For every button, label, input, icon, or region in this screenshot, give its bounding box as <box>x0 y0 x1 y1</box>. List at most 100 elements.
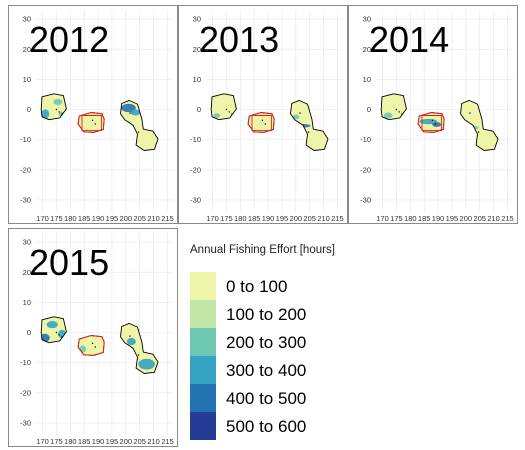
y-tick-label: -20 <box>190 165 201 174</box>
island-dot <box>265 123 266 124</box>
x-tick-label: 180 <box>64 214 77 223</box>
island-dot <box>138 354 139 355</box>
map-panel-2015: 30 20 10 0 -10 -20 -30 170 175 180 185 190 195 200 205… <box>8 228 178 447</box>
island-dot <box>56 332 57 333</box>
legend-label: 0 to 100 <box>226 277 287 297</box>
x-tick-label: 200 <box>290 214 303 223</box>
island-dot <box>469 112 470 113</box>
x-tick-label: 210 <box>147 437 160 446</box>
effort-hotspot <box>53 99 62 105</box>
legend-item-200-300: 200 to 300 <box>190 328 350 356</box>
y-tick-label: -30 <box>20 419 31 428</box>
x-tick-label: 215 <box>161 437 174 446</box>
island-dot <box>95 346 96 347</box>
x-tick-label: 215 <box>331 214 344 223</box>
year-label-2013: 2013 <box>199 20 279 60</box>
island-dot <box>399 111 400 112</box>
x-tick-label: 170 <box>376 214 389 223</box>
y-tick-label: 0 <box>197 105 201 114</box>
x-tick-label: 210 <box>147 214 160 223</box>
y-tick-label: 0 <box>367 105 371 114</box>
island-dot <box>92 343 93 344</box>
effort-hotspot <box>127 338 136 345</box>
x-tick-label: 170 <box>36 437 49 446</box>
island-dot <box>61 113 62 114</box>
effort-east <box>291 100 329 150</box>
x-tick-label: 210 <box>487 214 500 223</box>
island-dot <box>432 120 433 121</box>
y-tick-label: 10 <box>193 75 201 84</box>
x-tick-label: 185 <box>418 214 431 223</box>
effort-hotspot <box>432 122 441 127</box>
x-tick-label: 175 <box>390 214 403 223</box>
y-tick-label: -30 <box>360 196 371 205</box>
x-tick-label: 175 <box>50 437 63 446</box>
y-tick-label: 0 <box>27 105 31 114</box>
island-dot <box>59 111 60 112</box>
x-tick-label: 195 <box>446 214 459 223</box>
y-tick-label: 10 <box>23 75 31 84</box>
y-tick-label: -20 <box>360 165 371 174</box>
y-tick-label: -10 <box>20 135 31 144</box>
x-tick-label: 190 <box>432 214 445 223</box>
x-tick-label: 185 <box>78 214 91 223</box>
island-dot <box>129 335 130 336</box>
x-tick-label: 200 <box>120 437 133 446</box>
x-tick-label: 180 <box>64 437 77 446</box>
legend: Annual Fishing Effort [hours] 0 to 100 1… <box>188 240 358 440</box>
island-dot <box>226 109 227 110</box>
x-tick-label: 185 <box>78 437 91 446</box>
legend-label: 400 to 500 <box>226 389 306 409</box>
x-tick-label: 195 <box>106 214 119 223</box>
y-tick-label: -10 <box>20 358 31 367</box>
x-tick-label: 185 <box>248 214 261 223</box>
y-tick-label: 0 <box>27 328 31 337</box>
x-tick-label: 170 <box>206 214 219 223</box>
y-tick-label: -10 <box>190 135 201 144</box>
x-tick-label: 210 <box>317 214 330 223</box>
island-dot <box>401 113 402 114</box>
map-panel-2012: 30 20 10 0 -10 -20 -30 170 175 180 185 190 195 200 205… <box>8 5 178 224</box>
x-tick-label: 175 <box>50 214 63 223</box>
effort-fill <box>461 100 499 150</box>
x-tick-label: 180 <box>234 214 247 223</box>
effort-hotspot <box>138 359 155 370</box>
x-tick-label: 180 <box>404 214 417 223</box>
x-tick-label: 205 <box>133 214 146 223</box>
x-tick-label: 215 <box>161 214 174 223</box>
y-tick-label: 10 <box>23 298 31 307</box>
island-dot <box>92 120 93 121</box>
island-dot <box>229 111 230 112</box>
legend-item-300-400: 300 to 400 <box>190 356 350 384</box>
map-panel-2014: 30 20 10 0 -10 -20 -30 170 175 180 185 190 195 200 205… <box>348 5 518 224</box>
island-dot <box>231 113 232 114</box>
year-label-2012: 2012 <box>29 20 109 60</box>
legend-swatch <box>190 356 216 384</box>
effort-west <box>40 317 67 343</box>
island-dot <box>299 112 300 113</box>
effort-hotspot <box>213 113 220 118</box>
effort-west <box>211 94 236 120</box>
island-dot <box>308 131 309 132</box>
x-tick-label: 215 <box>501 214 514 223</box>
legend-swatch <box>190 328 216 356</box>
x-tick-label: 200 <box>460 214 473 223</box>
legend-item-0-100: 0 to 100 <box>190 272 350 300</box>
island-dot <box>138 131 139 132</box>
legend-swatch <box>190 300 216 328</box>
island-dot <box>262 120 263 121</box>
y-tick-label: -10 <box>360 135 371 144</box>
y-tick-label: -30 <box>20 196 31 205</box>
legend-item-100-200: 100 to 200 <box>190 300 350 328</box>
x-tick-label: 195 <box>106 437 119 446</box>
x-tick-label: 190 <box>92 437 105 446</box>
y-tick-label: -20 <box>20 388 31 397</box>
island-dot <box>95 123 96 124</box>
legend-swatch <box>190 272 216 300</box>
x-tick-label: 190 <box>92 214 105 223</box>
effort-hotspot <box>79 345 86 352</box>
legend-swatch <box>190 384 216 412</box>
map-panel-2013: 30 20 10 0 -10 -20 -30 170 175 180 185 190 195 200 205… <box>178 5 348 224</box>
effort-east <box>121 100 159 150</box>
effort-west <box>41 94 66 120</box>
